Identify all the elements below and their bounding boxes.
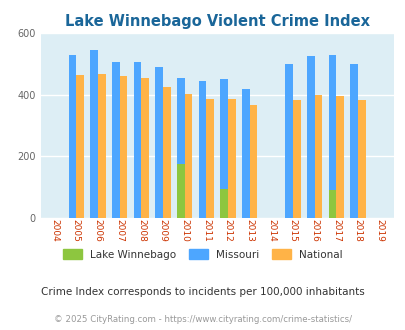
Bar xyxy=(112,62,119,218)
Bar xyxy=(357,100,365,218)
Text: Crime Index corresponds to incidents per 100,000 inhabitants: Crime Index corresponds to incidents per… xyxy=(41,287,364,297)
Bar xyxy=(328,54,336,218)
Bar xyxy=(76,75,84,218)
Bar xyxy=(155,67,163,218)
Bar xyxy=(328,190,336,218)
Bar xyxy=(184,94,192,218)
Bar xyxy=(206,99,213,218)
Bar xyxy=(314,95,322,218)
Bar xyxy=(163,87,170,218)
Bar xyxy=(177,78,184,218)
Bar xyxy=(98,74,105,218)
Bar xyxy=(350,64,357,218)
Bar xyxy=(68,54,76,218)
Title: Lake Winnebago Violent Crime Index: Lake Winnebago Violent Crime Index xyxy=(64,14,369,29)
Bar xyxy=(177,164,184,218)
Legend: Lake Winnebago, Missouri, National: Lake Winnebago, Missouri, National xyxy=(59,245,346,264)
Bar xyxy=(336,96,343,218)
Bar xyxy=(220,188,228,218)
Bar xyxy=(134,62,141,218)
Text: © 2025 CityRating.com - https://www.cityrating.com/crime-statistics/: © 2025 CityRating.com - https://www.city… xyxy=(54,315,351,324)
Bar xyxy=(90,50,98,218)
Bar xyxy=(249,105,257,218)
Bar xyxy=(228,99,235,218)
Bar xyxy=(198,81,206,218)
Bar xyxy=(241,89,249,218)
Bar xyxy=(119,76,127,218)
Bar xyxy=(307,56,314,218)
Bar xyxy=(220,79,228,218)
Bar xyxy=(285,64,292,218)
Bar xyxy=(292,100,300,218)
Bar xyxy=(141,78,149,218)
